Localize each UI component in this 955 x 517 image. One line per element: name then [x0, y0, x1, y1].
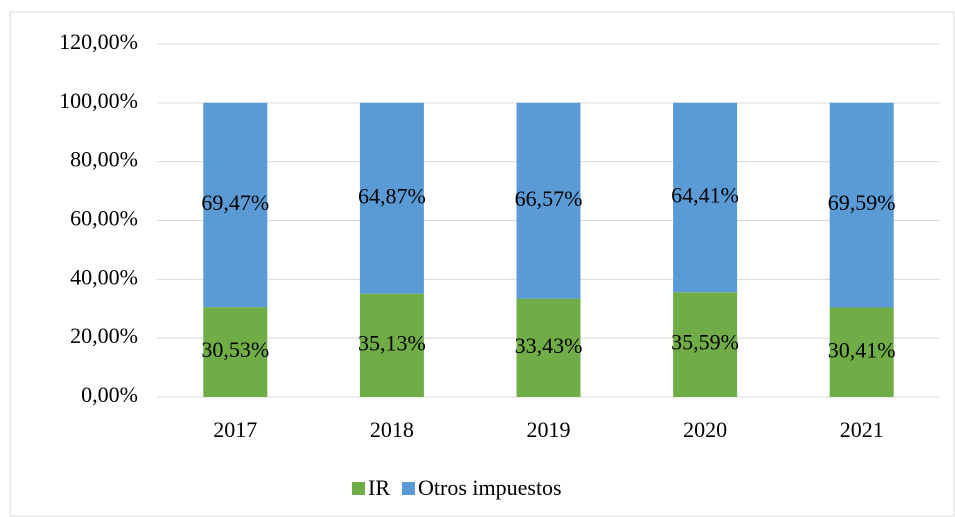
legend-label: IR	[368, 475, 390, 500]
y-tick-label: 80,00%	[70, 147, 138, 172]
y-tick-label: 100,00%	[59, 88, 138, 113]
y-tick-label: 60,00%	[70, 206, 138, 231]
x-tick-label: 2017	[213, 417, 257, 442]
x-tick-label: 2021	[840, 417, 884, 442]
data-label: 66,57%	[515, 186, 583, 211]
bar-segment	[203, 102, 268, 308]
x-tick-label: 2018	[370, 417, 414, 442]
bar-segment	[359, 102, 424, 294]
y-tick-label: 20,00%	[70, 323, 138, 348]
data-label: 69,59%	[828, 190, 896, 215]
legend-swatch	[402, 482, 415, 495]
bar-segment	[829, 102, 894, 308]
data-label: 30,53%	[201, 337, 269, 362]
legend-label: Otros impuestos	[418, 475, 562, 500]
y-tick-label: 120,00%	[59, 29, 138, 54]
bar-segment	[516, 298, 581, 397]
data-label: 35,13%	[358, 330, 426, 355]
y-tick-label: 0,00%	[81, 382, 138, 407]
bar-segment	[516, 102, 581, 299]
data-label: 35,59%	[671, 330, 739, 355]
bar-segment	[359, 293, 424, 397]
data-label: 30,41%	[828, 337, 896, 362]
chart-frame	[9, 11, 955, 517]
x-tick-label: 2020	[683, 417, 727, 442]
legend-swatch	[352, 482, 365, 495]
bar-segment	[673, 292, 738, 397]
x-tick-label: 2019	[527, 417, 571, 442]
bar-segment	[829, 307, 894, 397]
data-label: 64,87%	[358, 183, 426, 208]
data-label: 33,43%	[515, 333, 583, 358]
data-label: 64,41%	[671, 183, 739, 208]
bar-segment	[673, 102, 738, 293]
y-tick-label: 40,00%	[70, 264, 138, 289]
bar-segment	[203, 307, 268, 397]
data-label: 69,47%	[201, 190, 269, 215]
